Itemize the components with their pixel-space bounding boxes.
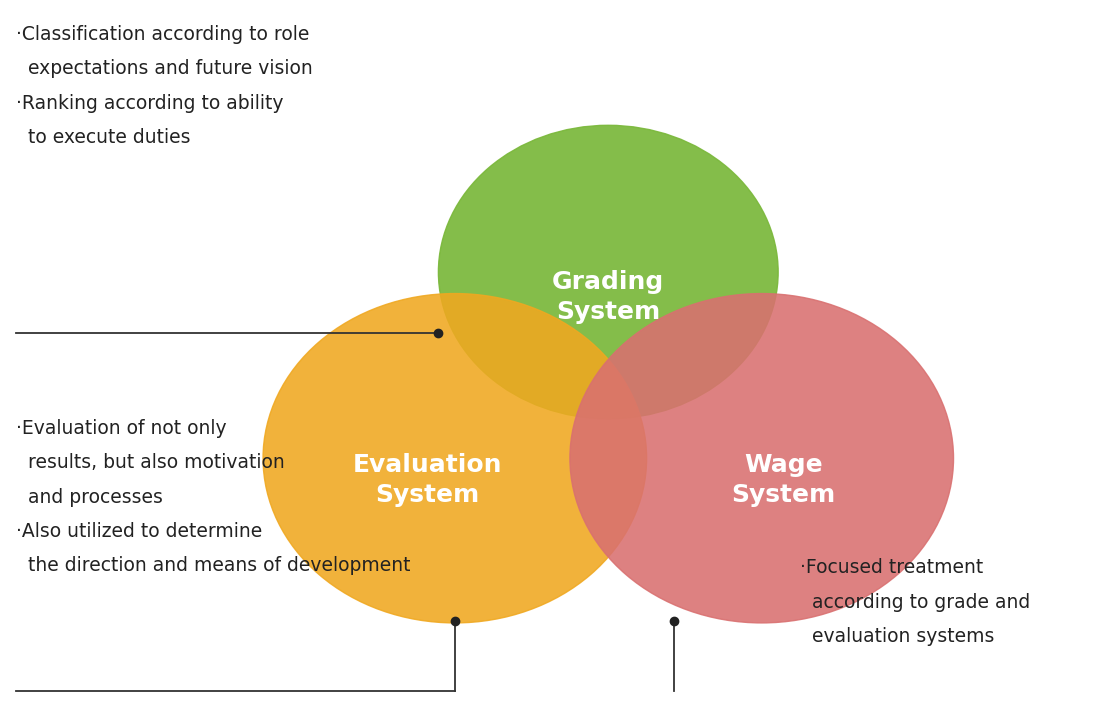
Ellipse shape <box>438 125 778 419</box>
Text: ·Focused treatment: ·Focused treatment <box>800 558 983 578</box>
Text: ·Evaluation of not only: ·Evaluation of not only <box>16 419 227 438</box>
Text: ·Classification according to role: ·Classification according to role <box>16 25 310 44</box>
Text: Grading
System: Grading System <box>552 271 664 324</box>
Text: ·Ranking according to ability: ·Ranking according to ability <box>16 94 284 113</box>
Text: and processes: and processes <box>16 488 163 507</box>
Text: expectations and future vision: expectations and future vision <box>16 59 313 79</box>
Text: to execute duties: to execute duties <box>16 128 191 147</box>
Text: results, but also motivation: results, but also motivation <box>16 453 285 473</box>
Text: Wage
System: Wage System <box>731 453 836 507</box>
Ellipse shape <box>570 294 954 623</box>
Text: ·Also utilized to determine: ·Also utilized to determine <box>16 522 263 541</box>
Ellipse shape <box>263 294 647 623</box>
Text: evaluation systems: evaluation systems <box>800 627 994 647</box>
Text: the direction and means of development: the direction and means of development <box>16 556 411 576</box>
Text: Evaluation
System: Evaluation System <box>353 453 502 507</box>
Text: according to grade and: according to grade and <box>800 593 1030 612</box>
